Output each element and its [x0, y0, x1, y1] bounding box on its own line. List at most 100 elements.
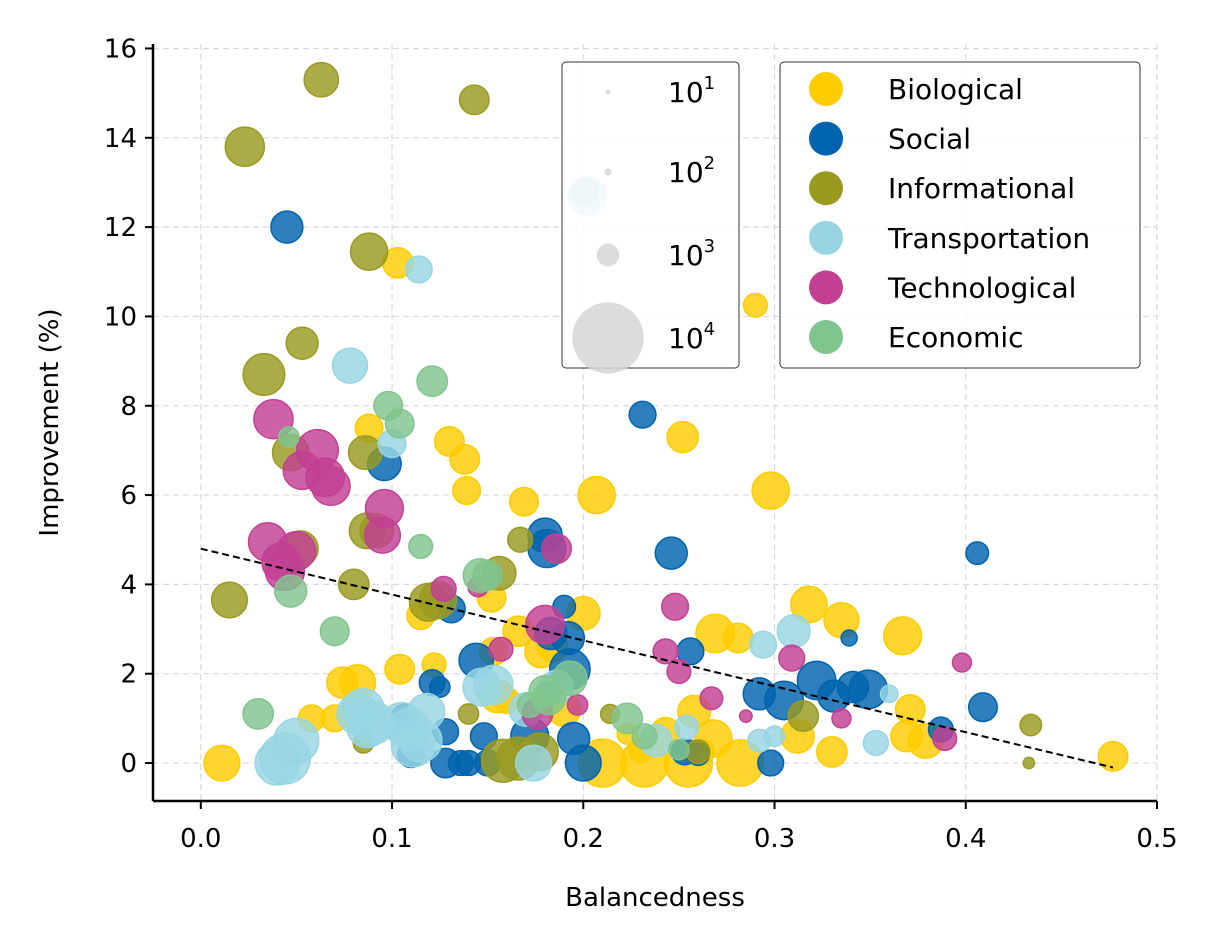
- data-point: [883, 616, 923, 656]
- legend-label: Transportation: [887, 222, 1090, 255]
- data-point: [738, 709, 753, 724]
- legend-label: Biological: [888, 73, 1023, 106]
- data-point: [449, 443, 481, 475]
- data-point: [666, 420, 700, 454]
- data-point: [472, 559, 504, 591]
- data-point: [273, 717, 320, 764]
- size-legend-marker: [604, 168, 612, 176]
- data-point: [776, 614, 811, 649]
- data-point: [310, 466, 351, 507]
- legend-marker: [809, 121, 843, 156]
- data-point: [384, 408, 415, 439]
- category-legend: Biological Social Informational Transportat…: [779, 61, 1141, 369]
- y-axis-title: Improvement (%): [35, 308, 65, 536]
- data-point: [951, 652, 973, 673]
- data-point: [879, 684, 899, 704]
- legend-marker: [809, 320, 843, 354]
- x-tick-label: 0.2: [563, 824, 604, 854]
- data-point: [224, 126, 266, 168]
- data-point: [364, 488, 405, 529]
- data-point: [654, 536, 688, 570]
- data-point: [270, 210, 304, 244]
- size-legend-box: [561, 61, 740, 369]
- trendline: [200, 547, 1114, 769]
- data-point: [815, 735, 848, 768]
- data-point: [932, 725, 958, 752]
- data-point: [276, 530, 317, 571]
- data-point: [660, 592, 690, 621]
- data-point: [631, 723, 658, 750]
- data-point: [430, 575, 457, 602]
- data-point: [458, 84, 490, 116]
- data-point: [831, 708, 852, 729]
- legend-label: Social: [888, 123, 971, 156]
- data-point: [652, 638, 679, 665]
- legend-marker: [809, 171, 843, 206]
- data-point: [564, 744, 602, 782]
- data-point: [748, 630, 778, 659]
- data-point: [699, 686, 724, 711]
- data-point: [1022, 756, 1036, 770]
- x-tick-label: 0.3: [754, 824, 795, 854]
- data-point: [566, 694, 589, 716]
- data-point: [1097, 740, 1129, 772]
- data-point: [757, 749, 785, 777]
- axes: [151, 44, 1157, 803]
- y-tick-label: 10: [104, 302, 137, 332]
- data-point: [349, 232, 389, 271]
- legend-marker: [809, 270, 843, 305]
- data-point: [277, 426, 300, 448]
- x-tick-label: 0.0: [180, 824, 221, 854]
- x-axis-title: Balancedness: [565, 883, 745, 913]
- data-point: [203, 744, 241, 782]
- x-tick-label: 0.1: [371, 824, 412, 854]
- x-tick-label: 0.5: [1136, 824, 1177, 854]
- category-legend-box: [779, 61, 1141, 369]
- data-point: [429, 676, 451, 698]
- data-point: [384, 653, 416, 685]
- data-point: [273, 574, 308, 608]
- data-point: [789, 585, 828, 624]
- data-point: [488, 636, 514, 662]
- data-point: [965, 541, 990, 566]
- data-point: [319, 616, 350, 647]
- data-point: [514, 744, 553, 782]
- data-point: [407, 692, 446, 731]
- y-tick-label: 16: [104, 34, 137, 64]
- data-point: [611, 702, 644, 735]
- legend-marker: [809, 220, 843, 255]
- y-tick-label: 6: [120, 481, 137, 511]
- data-point: [473, 664, 514, 706]
- data-point: [967, 692, 999, 723]
- data-point: [408, 533, 434, 560]
- legend-label: Economic: [888, 321, 1024, 354]
- data-point: [673, 714, 700, 740]
- data-point: [666, 658, 692, 685]
- data-point: [1019, 713, 1043, 737]
- data-point: [242, 698, 275, 730]
- y-tick-label: 0: [120, 749, 137, 779]
- data-point: [552, 660, 588, 697]
- legend-label: Technological: [887, 271, 1076, 304]
- trendline-path: [200, 547, 1114, 769]
- data-point: [331, 347, 369, 384]
- data-point: [577, 475, 616, 515]
- data-point: [457, 703, 480, 725]
- data-point: [242, 352, 286, 397]
- data-point: [452, 476, 482, 506]
- data-point: [763, 725, 786, 748]
- y-tick-label: 12: [104, 213, 137, 243]
- y-tick-label: 8: [120, 392, 137, 422]
- data-point: [347, 435, 383, 471]
- data-point: [685, 739, 711, 765]
- data-point: [628, 400, 657, 429]
- data-point: [668, 738, 690, 761]
- size-legend-marker: [605, 89, 611, 95]
- size-legend-marker: [572, 302, 644, 374]
- data-point: [751, 471, 790, 510]
- data-point: [840, 629, 858, 647]
- size-legend-exponent: 3: [704, 236, 715, 257]
